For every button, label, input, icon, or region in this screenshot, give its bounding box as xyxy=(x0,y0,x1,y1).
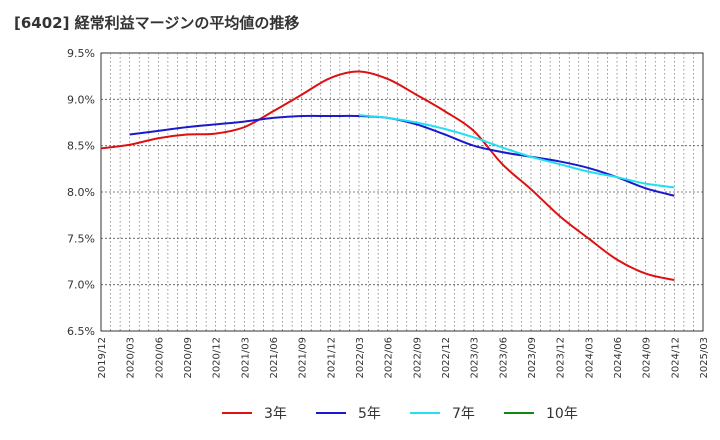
x-tick-label: 2023/12 xyxy=(556,337,567,379)
x-tick-label: 2021/03 xyxy=(240,337,251,379)
series-line-0 xyxy=(100,70,675,282)
x-tick-label: 2022/09 xyxy=(412,337,423,379)
x-tick-label: 2020/09 xyxy=(183,337,194,379)
legend-label-0: 3年 xyxy=(264,406,287,422)
x-tick-label: 2022/03 xyxy=(355,337,366,379)
x-tick-label: 2020/06 xyxy=(154,337,165,379)
grid-lines xyxy=(101,53,703,331)
y-tick-label: 9.0% xyxy=(67,93,95,106)
legend: 3年 5年 7年 10年 xyxy=(222,406,578,422)
x-tick-label: 2020/03 xyxy=(126,337,137,379)
y-tick-label: 9.5% xyxy=(67,47,95,60)
legend-label-3: 10年 xyxy=(546,406,578,422)
legend-label-2: 7年 xyxy=(452,406,475,422)
y-tick-label: 6.5% xyxy=(67,325,95,338)
x-tick-label: 2023/09 xyxy=(527,337,538,379)
x-tick-label: 2022/06 xyxy=(384,337,395,379)
y-axis-ticks: 6.5% 7.0% 7.5% 8.0% 8.5% 9.0% 9.5% xyxy=(67,47,95,338)
x-tick-label: 2019/12 xyxy=(97,337,108,379)
series-lines xyxy=(100,70,675,282)
x-axis-ticks: 2019/12 2020/03 2020/06 2020/09 2020/12 2021/… xyxy=(97,337,710,379)
x-tick-label: 2024/12 xyxy=(670,337,681,379)
x-tick-label: 2024/03 xyxy=(584,337,595,379)
x-tick-label: 2021/06 xyxy=(269,337,280,379)
y-tick-label: 8.5% xyxy=(67,140,95,153)
x-tick-label: 2021/12 xyxy=(326,337,337,379)
x-tick-label: 2022/12 xyxy=(441,337,452,379)
x-tick-label: 2025/03 xyxy=(699,337,710,379)
x-tick-label: 2020/12 xyxy=(212,337,223,379)
y-tick-label: 8.0% xyxy=(67,186,95,199)
x-tick-label: 2024/09 xyxy=(642,337,653,379)
x-tick-label: 2024/06 xyxy=(613,337,624,379)
chart-title: [6402] 経常利益マージンの平均値の推移 xyxy=(14,14,300,32)
series-line-2 xyxy=(358,114,675,189)
y-tick-label: 7.5% xyxy=(67,232,95,245)
x-tick-label: 2023/06 xyxy=(498,337,509,379)
y-tick-label: 7.0% xyxy=(67,279,95,292)
legend-label-1: 5年 xyxy=(358,406,381,422)
x-tick-label: 2023/03 xyxy=(470,337,481,379)
x-tick-label: 2021/09 xyxy=(298,337,309,379)
